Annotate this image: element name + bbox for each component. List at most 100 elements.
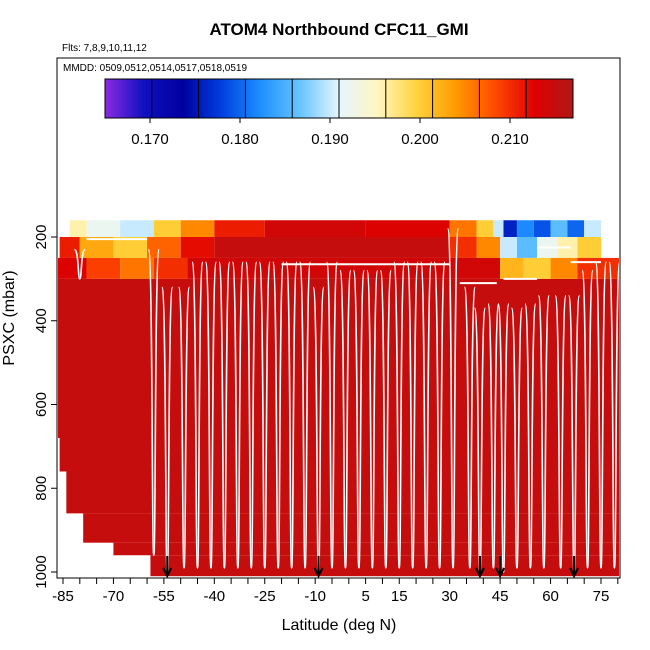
colorbar-tick-label: 0.210 [491, 131, 529, 148]
aircraft-track-profile [325, 261, 339, 569]
heatmap-cell-upper [449, 237, 477, 258]
x-tick-label: -25 [254, 588, 276, 605]
aircraft-track-profile [231, 261, 245, 569]
heatmap-cell-lower [66, 471, 620, 514]
x-tick-label: -10 [304, 588, 326, 605]
aircraft-track-profile [537, 294, 551, 569]
y-tick-label: 400 [33, 308, 50, 333]
profile-marker-head [162, 567, 173, 579]
heatmap-cell-upper [86, 220, 121, 237]
aircraft-track-profile [258, 261, 271, 569]
aircraft-track-profile [73, 248, 86, 280]
aircraft-track-profile [379, 269, 392, 569]
profile-marker-head [313, 567, 324, 579]
heatmap-cell-upper [214, 220, 265, 237]
heatmap-cell-upper [214, 237, 450, 258]
aircraft-track-profile [218, 261, 231, 569]
flights-note: Flts: 7,8,9,10,11,12 [62, 43, 147, 54]
heatmap-cell-upper [147, 237, 181, 258]
heatmap-cell-upper [523, 257, 551, 279]
heatmap-cell-upper [550, 257, 578, 279]
aircraft-track-profile [608, 261, 621, 569]
colorbar-tick-label: 0.200 [401, 131, 439, 148]
heatmap-cell-upper [584, 220, 601, 237]
heatmap-cell-upper [120, 220, 154, 237]
aircraft-track-profile [446, 227, 460, 569]
x-tick-label: 15 [391, 588, 408, 605]
x-tick-label: 60 [542, 588, 559, 605]
aircraft-track-profile [497, 303, 510, 573]
y-tick-label: 1000 [33, 555, 50, 588]
aircraft-track-profile [463, 286, 477, 569]
aircraft-track-profile [204, 261, 218, 569]
y-tick-label: 200 [33, 224, 50, 249]
x-tick-label: -40 [203, 588, 225, 605]
x-tick-label: 5 [361, 588, 369, 605]
colorbar-tick-label: 0.190 [311, 131, 349, 148]
heatmap-cell-upper [500, 257, 524, 279]
heatmap-cells [58, 220, 620, 577]
aircraft-track-profile [272, 261, 285, 569]
heatmap-cell-upper [153, 220, 181, 237]
heatmap-cell-lower [58, 404, 619, 438]
aircraft-track-profile [285, 261, 298, 569]
aircraft-track-profile [510, 307, 524, 569]
heatmap-cell-upper [79, 237, 114, 258]
x-tick-label: 75 [593, 588, 610, 605]
aircraft-track-profile [245, 261, 258, 569]
heatmap-cell-upper [365, 220, 450, 237]
heatmap-cell-upper [476, 220, 494, 237]
heatmap-cell-upper [113, 237, 148, 258]
aircraft-track-profile [147, 248, 160, 557]
profile-marker-head [495, 567, 506, 579]
x-tick-label: 30 [441, 588, 458, 605]
heatmap-cell-upper [533, 220, 551, 237]
plot-area [58, 220, 621, 579]
aircraft-track-profile [594, 261, 608, 569]
aircraft-track-profile [554, 294, 567, 569]
profile-markers [162, 556, 579, 579]
aircraft-track-profile [191, 261, 204, 569]
heatmap-cell-lower [83, 513, 620, 543]
aircraft-track-profile [581, 269, 594, 569]
heatmap-cell-upper [516, 220, 534, 237]
y-tick-label: 600 [33, 392, 50, 417]
profile-marker-head [569, 567, 579, 579]
x-axis-label: Latitude (deg N) [282, 617, 397, 634]
heatmap-cell-upper [69, 220, 87, 237]
aircraft-track-profile [419, 261, 433, 569]
heatmap-cell-upper [264, 220, 366, 237]
heatmap-cell-upper [449, 220, 477, 237]
heatmap-cell-upper [550, 220, 568, 237]
heatmap-cell-upper [180, 220, 215, 237]
aircraft-track-profile [524, 303, 537, 569]
heatmap-cell-upper [86, 257, 121, 279]
heatmap-cell-upper [120, 257, 154, 279]
x-tick-label: -70 [103, 588, 125, 605]
heatmap-cell-lower [150, 555, 620, 577]
heatmap-cell-upper [577, 237, 601, 258]
colorbar [104, 78, 574, 119]
x-tick-label: -85 [52, 588, 74, 605]
aircraft-track-profile [406, 261, 419, 569]
heatmap-cell-upper [59, 237, 80, 258]
y-axis: 200 400 600 800 1000 [33, 224, 57, 589]
colorbar-tick-label: 0.180 [221, 131, 259, 148]
aircraft-track-profile [352, 269, 366, 569]
aircraft-tracks [73, 227, 621, 573]
aircraft-track-profile [339, 269, 352, 569]
colorbar-tick-label: 0.170 [131, 131, 169, 148]
aircraft-track-profile [177, 286, 191, 569]
heatmap-cell-upper [516, 237, 538, 258]
aircraft-track-profile [366, 269, 379, 569]
x-axis: -85 -70 -55 -40 -25 -10 5 15 30 45 60 75 [52, 578, 619, 605]
x-tick-label: 45 [492, 588, 509, 605]
heatmap-cell-upper [503, 220, 517, 237]
heatmap-cell-lower [58, 278, 619, 405]
plot-frame [56, 57, 621, 579]
heatmap-cell-upper [476, 237, 501, 258]
heatmap-cell-upper [500, 237, 517, 258]
heatmap-cell-upper [577, 257, 619, 279]
dates-note: MMDD: 0509,0512,0514,0517,0518,0519 [63, 63, 247, 74]
